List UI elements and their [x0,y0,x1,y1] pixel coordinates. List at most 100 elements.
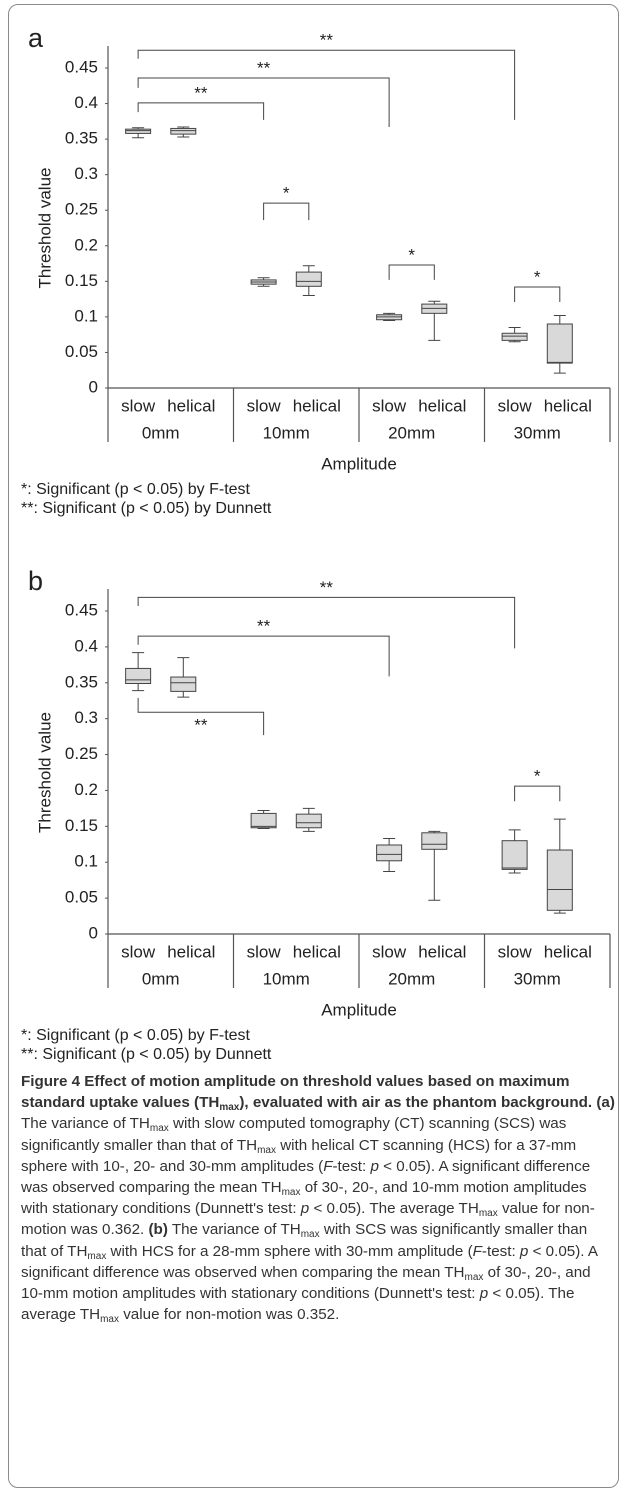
whisker-high [553,314,566,324]
caption-text: p [519,1242,529,1260]
y-tick-label: 0.05 [65,888,98,907]
caption-text: max [300,1229,320,1241]
y-tick-label: 0.05 [65,342,98,361]
caption-text: < 0.05). A significant difference was ob… [21,1242,598,1281]
caption-text: F [472,1242,482,1260]
significance-label: ** [320,31,334,50]
sub-category-label: slow [372,942,407,961]
whisker-high [383,838,396,845]
caption-text: max [464,1271,484,1283]
whisker-low [302,827,315,832]
caption-text: max [478,1208,498,1220]
y-tick-label: 0.3 [74,708,98,727]
group-label: 30mm [514,423,561,442]
box [250,812,277,829]
y-tick-label: 0.45 [65,600,98,619]
group-label: 0mm [142,423,180,442]
sub-category-label: slow [247,942,282,961]
caption-text: max [87,1250,107,1262]
y-axis-label: Threshold value [35,712,54,833]
caption-text: The variance of TH [167,1221,301,1239]
sub-category-label: helical [167,396,215,415]
whisker-low [428,849,441,901]
sub-category-label: helical [418,396,466,415]
y-tick-label: 0.45 [65,57,98,76]
y-axis-label: Threshold value [35,168,54,289]
sub-category-label: slow [498,396,533,415]
group-label: 0mm [142,969,180,988]
caption-text: of 30-, 20-, and 10-mm motion amplitudes… [21,1263,591,1303]
significance-bracket [137,49,516,120]
caption-text: max [281,1187,301,1199]
box [170,127,197,135]
sub-category-label: slow [498,942,533,961]
caption-text: with SCS was significantly smaller than … [21,1221,588,1260]
whisker-high [553,818,566,851]
significance-bracket [137,596,516,649]
significance-label: ** [320,578,334,597]
whisker-high [177,657,190,678]
significance-bracket [263,202,310,221]
caption-text: value for non-motion was 0.362. [21,1200,595,1239]
footnote: *: Significant (p < 0.05) by F-test [21,481,251,498]
box [421,832,448,850]
significance-bracket [514,286,561,302]
significance-bracket [388,264,435,280]
y-tick-label: 0.4 [74,93,98,112]
caption-text: (b) [148,1221,168,1239]
y-tick-label: 0 [89,377,98,396]
y-tick-label: 0 [89,923,98,942]
whisker-low [553,363,566,374]
significance-bracket [137,102,265,120]
group-label: 30mm [514,969,561,988]
sub-category-label: helical [293,942,341,961]
significance-label: * [283,184,290,203]
y-tick-label: 0.3 [74,164,98,183]
group-label: 10mm [263,423,310,442]
box [125,128,152,134]
whisker-low [302,286,315,297]
sub-category-label: slow [247,396,282,415]
sub-category-label: helical [167,942,215,961]
whisker-high [302,265,315,273]
caption-text: value for non-motion was 0.352. [118,1306,340,1324]
y-tick-label: 0.25 [65,744,98,763]
caption-text: < 0.05). A significant difference was ob… [21,1157,591,1197]
whisker-low [508,869,521,874]
x-axis-label: Amplitude [321,1000,397,1019]
caption-text: < 0.05). The average TH [21,1285,575,1324]
caption-text: max [257,1144,276,1156]
caption-text: with helical CT scanning (HCS) for a 37-… [21,1136,577,1175]
sub-category-label: slow [121,942,156,961]
whisker-low [383,860,396,873]
significance-label: * [534,767,541,786]
y-tick-label: 0.4 [74,636,98,655]
y-tick-label: 0.1 [74,306,98,325]
x-axis-label: Amplitude [321,454,397,473]
box [295,271,322,287]
caption-text: < 0.05). The average TH [309,1200,479,1218]
significance-bracket [137,635,390,677]
caption-text: Figure 4 Effect of motion amplitude on t… [21,1073,570,1112]
box [501,840,528,870]
y-tick-label: 0.25 [65,200,98,219]
figure-frame [8,4,619,1488]
significance-bracket [137,697,265,736]
significance-label: ** [194,716,208,735]
caption-text: -test: [481,1242,520,1260]
whisker-low [132,683,145,692]
box [295,813,322,829]
group-label: 20mm [388,423,435,442]
box [170,676,197,692]
group-label: 20mm [388,969,435,988]
significance-label: * [534,268,541,287]
significance-label: ** [257,617,271,636]
y-tick-label: 0.35 [65,672,98,691]
whisker-high [508,829,521,841]
whisker-low [132,133,145,139]
whisker-low [177,691,190,698]
caption-text: p [370,1157,379,1175]
caption-text: with HCS for a 28-mm sphere with 30-mm a… [106,1242,473,1260]
whisker-low [428,313,441,341]
